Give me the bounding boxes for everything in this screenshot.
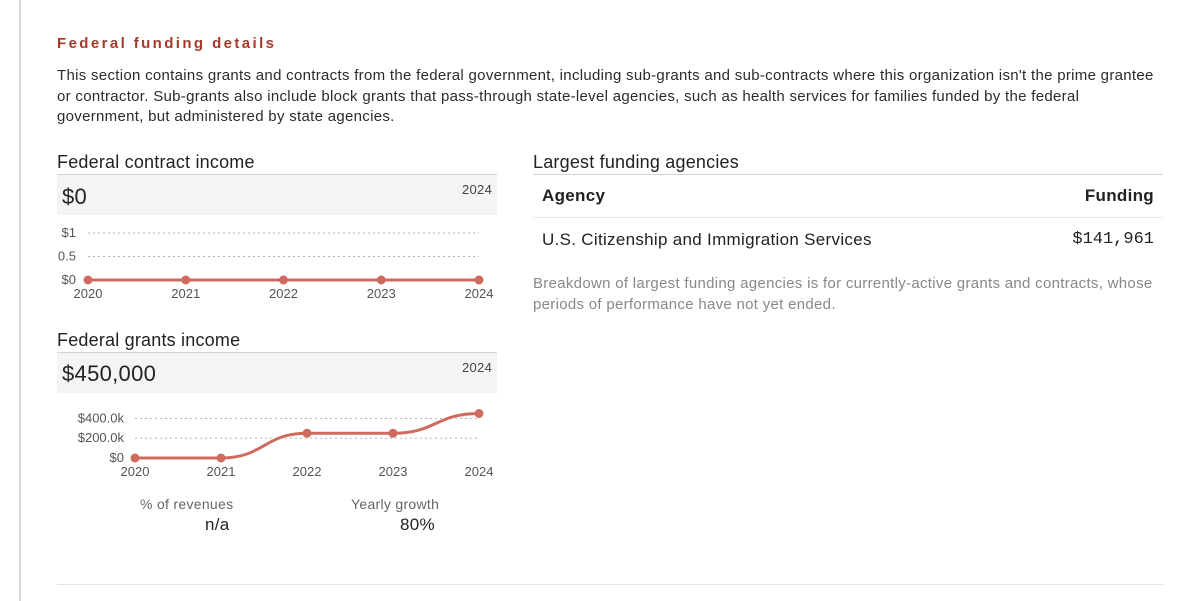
grants-x-tick-label: 2024 xyxy=(465,464,494,479)
growth-label: Yearly growth xyxy=(351,496,440,512)
grants-x-tick-label: 2023 xyxy=(379,464,408,479)
grants-income-value: $450,000 xyxy=(62,361,157,386)
grants-data-point xyxy=(216,453,226,463)
growth-value: 80% xyxy=(400,515,435,534)
grants-x-tick-label: 2021 xyxy=(207,464,236,479)
revenues-value: n/a xyxy=(205,515,230,534)
section-title: Federal funding details xyxy=(57,35,277,52)
grants-data-point xyxy=(302,428,312,438)
contract-y-tick-label: $1 xyxy=(62,225,76,240)
grants-data-point xyxy=(474,409,484,418)
contract-x-tick-label: 2024 xyxy=(465,286,494,301)
contract-y-tick-label: $0 xyxy=(62,272,76,287)
agency-column-header: Agency xyxy=(542,186,606,205)
contract-data-point xyxy=(474,275,484,285)
grants-data-point xyxy=(388,428,398,438)
contract-income-heading: Federal contract income xyxy=(57,152,255,172)
agencies-table-top-rule xyxy=(533,174,1163,175)
contract-data-point xyxy=(279,275,288,285)
grants-y-tick-label: $400.0k xyxy=(78,410,125,425)
grants-y-tick-label: $0 xyxy=(110,450,124,465)
contract-x-tick-label: 2020 xyxy=(74,286,103,301)
funding-column-header: Funding xyxy=(1084,186,1154,205)
contract-income-year: 2024 xyxy=(462,182,493,197)
grants-income-band xyxy=(57,352,497,393)
agency-name-cell: U.S. Citizenship and Immigration Service… xyxy=(542,230,872,249)
agencies-heading: Largest funding agencies xyxy=(533,152,739,172)
contract-data-point xyxy=(376,275,386,285)
contract-data-point xyxy=(181,275,191,285)
section-bottom-rule xyxy=(57,584,1163,585)
agency-funding-cell: $141,961 xyxy=(1072,230,1154,249)
contract-y-tick-label: 0.5 xyxy=(58,249,76,264)
contract-x-tick-label: 2022 xyxy=(269,286,298,301)
contract-x-tick-label: 2021 xyxy=(171,286,200,301)
contract-x-tick-label: 2023 xyxy=(367,286,396,301)
grants-data-point xyxy=(130,453,140,463)
left-border xyxy=(19,0,21,601)
contract-income-value: $0 xyxy=(62,184,88,209)
section-intro: This section contains grants and contrac… xyxy=(57,67,1154,125)
agencies-note: Breakdown of largest funding agencies is… xyxy=(533,275,1153,313)
grants-x-tick-label: 2022 xyxy=(293,464,322,479)
grants-x-tick-label: 2020 xyxy=(121,464,150,479)
grants-income-heading: Federal grants income xyxy=(57,330,241,350)
grants-income-year: 2024 xyxy=(462,360,493,375)
contract-data-point xyxy=(83,275,93,285)
agencies-header-rule xyxy=(533,217,1163,218)
revenues-label: % of revenues xyxy=(140,496,234,512)
contract-income-band xyxy=(57,174,497,215)
grants-y-tick-label: $200.0k xyxy=(78,430,125,445)
